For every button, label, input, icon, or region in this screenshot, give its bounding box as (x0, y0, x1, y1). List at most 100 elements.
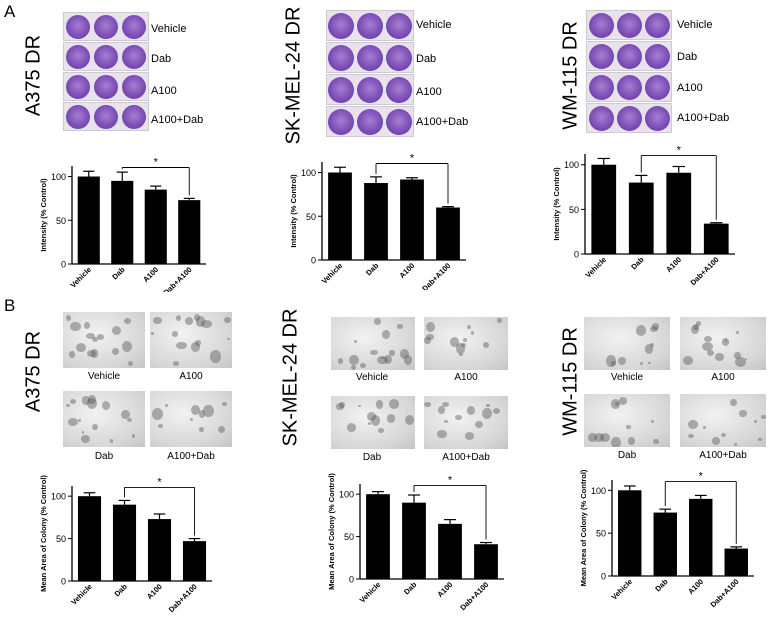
colony-blob (198, 427, 205, 433)
cell-line-title-a375-a: A375 DR (22, 34, 45, 117)
colony-blob (120, 409, 130, 420)
plate-well (385, 76, 412, 103)
colony-blob (715, 353, 724, 361)
x-tick-label: Vehicle (610, 577, 635, 602)
colony-blob (374, 317, 382, 325)
plate-well (328, 12, 355, 39)
colony-blob (610, 360, 617, 367)
colony-blob (456, 343, 465, 354)
colony-blob (92, 423, 98, 431)
x-tick-label: Dab+A100 (458, 580, 490, 612)
colony-blob (481, 408, 492, 420)
colony-blob (470, 331, 474, 335)
y-axis-label: Intensity (% Control) (552, 167, 561, 241)
colony-blob (91, 337, 99, 343)
colony-blob (191, 404, 200, 416)
cell-line-title-wm115-a: WM-115 DR (559, 21, 582, 130)
colony-blob (692, 323, 699, 331)
x-tick-label: Dab (110, 265, 127, 282)
x-tick-label: Vehicle (584, 255, 609, 280)
plate-well (122, 74, 146, 99)
y-axis-label: Mean Area of Colony (% Control) (579, 469, 588, 586)
colony-blob (482, 341, 490, 349)
colony-blob (78, 418, 81, 422)
cell-line-title-skmel24-a: SK-MEL-24 DR (282, 6, 305, 145)
micro-label-dab: Dab (94, 451, 114, 462)
plate-row (326, 10, 414, 41)
colony-blob (69, 351, 76, 358)
colony-blob (353, 339, 357, 343)
colony-blob (224, 316, 232, 324)
colony-blob (690, 325, 699, 335)
colony-blob (652, 323, 660, 330)
colony-blob (87, 397, 98, 409)
colony-blob (171, 331, 179, 337)
plate-well (122, 104, 146, 129)
y-axis-label: Intensity (% Control) (289, 174, 298, 248)
x-tick-label: Vehicle (320, 261, 345, 286)
x-tick-label: A100 (686, 577, 705, 596)
plate-row (586, 10, 672, 40)
colony-blob (173, 361, 180, 367)
colony-blob (81, 430, 85, 435)
plate-row (586, 103, 672, 133)
colony-blob (720, 433, 726, 438)
micro-label-a100: A100 (179, 371, 203, 382)
colony-blob (210, 350, 221, 363)
colony-blob (184, 316, 193, 326)
plate-well (122, 44, 146, 69)
bar (436, 207, 460, 260)
micro-label-a100-dab: A100+Dab (167, 451, 215, 462)
colony-blob (81, 396, 91, 405)
colony-blob (610, 398, 621, 409)
bar (328, 172, 352, 260)
colony-blob (65, 315, 72, 322)
plate-well (644, 12, 670, 38)
bar (364, 183, 388, 260)
y-tick-label: 50 (596, 529, 606, 539)
x-tick-label: Vehicle (358, 580, 383, 605)
x-tick-label: Dab+A100 (420, 261, 452, 290)
colony-micrograph (150, 391, 232, 447)
plate-well (644, 105, 670, 131)
colony-blob (109, 439, 114, 443)
plate-well (328, 44, 355, 71)
colony-blob (382, 329, 391, 339)
colony-blob (466, 406, 476, 415)
colony-blob (404, 414, 414, 426)
colony-blob (68, 418, 79, 427)
colony-blob (461, 343, 466, 348)
plate-row (63, 42, 149, 71)
plate-well (357, 12, 383, 39)
colony-blob (738, 410, 747, 417)
colony-blob (730, 399, 737, 407)
plate-label-a100: A100 (151, 85, 177, 97)
plate-well (94, 104, 118, 129)
plate-well (357, 108, 383, 135)
bar (112, 504, 137, 581)
colony-blob (75, 343, 86, 353)
y-tick-label: 0 (349, 575, 354, 585)
plate-row (586, 72, 672, 102)
colony-blob (619, 397, 627, 405)
colony-blob (611, 436, 621, 447)
plate-row (326, 106, 414, 137)
colony-micrograph (63, 391, 145, 447)
colony-blob (605, 355, 617, 368)
bar (147, 519, 172, 581)
bar (111, 180, 134, 264)
colony-micrograph (331, 396, 415, 449)
cell-line-title-a375-b: A375 DR (22, 330, 45, 413)
colony-micrograph (424, 317, 508, 370)
colony-blob (194, 340, 201, 347)
colony-blob (127, 360, 133, 366)
plate-well (588, 105, 614, 131)
y-tick-label: 50 (56, 534, 66, 544)
x-tick-label: A100 (397, 261, 416, 280)
colony-blob (653, 438, 660, 444)
bar (653, 512, 677, 576)
colony-blob (703, 425, 706, 429)
colony-micrograph (331, 317, 415, 370)
x-tick-label: Dab+A100 (689, 255, 721, 286)
